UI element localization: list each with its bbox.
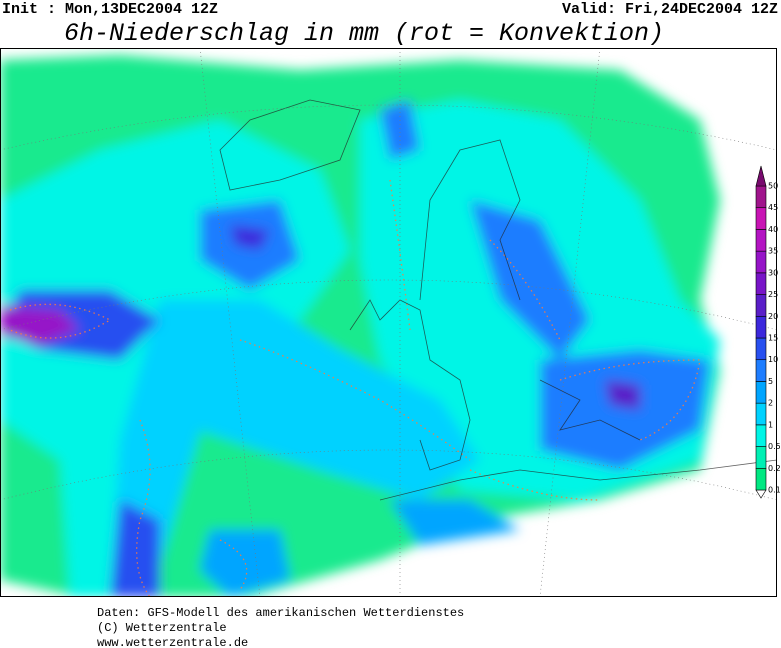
legend-label: 15 <box>768 334 778 343</box>
precipitation-field <box>0 48 777 597</box>
footer-line: www.wetterzentrale.de <box>97 636 248 648</box>
legend-label: 25 <box>768 290 778 299</box>
legend-label: 50 <box>768 182 778 191</box>
legend-swatch <box>755 272 767 295</box>
legend-swatch <box>755 185 767 209</box>
legend-swatch <box>755 337 767 361</box>
legend-label: 30 <box>768 268 778 277</box>
legend-label: 2 <box>768 399 773 408</box>
footer-line: (C) Wetterzentrale <box>97 621 227 635</box>
legend-label: 0.2 <box>768 464 781 473</box>
legend-label: 1 <box>768 420 773 429</box>
footer-line: Daten: GFS-Modell des amerikanischen Wet… <box>97 606 464 620</box>
legend-swatch <box>755 402 767 426</box>
valid-time: Valid: Fri,24DEC2004 12Z <box>562 1 778 18</box>
legend-label: 10 <box>768 355 778 364</box>
map-title: 6h-Niederschlag in mm (rot = Konvektion) <box>64 19 664 48</box>
legend-end <box>755 165 767 187</box>
legend-swatch <box>755 424 767 447</box>
legend-swatch <box>755 207 767 230</box>
legend-label: 0.5 <box>768 442 781 451</box>
legend-label: 40 <box>768 225 778 234</box>
legend-label: 20 <box>768 312 778 321</box>
legend-swatch <box>755 229 767 252</box>
legend-label: 45 <box>768 203 778 212</box>
legend-swatch <box>755 315 767 339</box>
legend-swatch <box>755 294 767 317</box>
init-time: Init : Mon,13DEC2004 12Z <box>2 1 218 18</box>
legend-swatch <box>755 381 767 404</box>
legend-label: 5 <box>768 377 773 386</box>
legend-swatch <box>755 250 767 274</box>
legend-swatch <box>755 446 767 469</box>
legend-swatch <box>755 467 767 491</box>
legend-label: 35 <box>768 247 778 256</box>
legend-swatch <box>755 359 767 382</box>
legend-label: 0.1 <box>768 486 781 495</box>
map-frame <box>0 48 777 597</box>
